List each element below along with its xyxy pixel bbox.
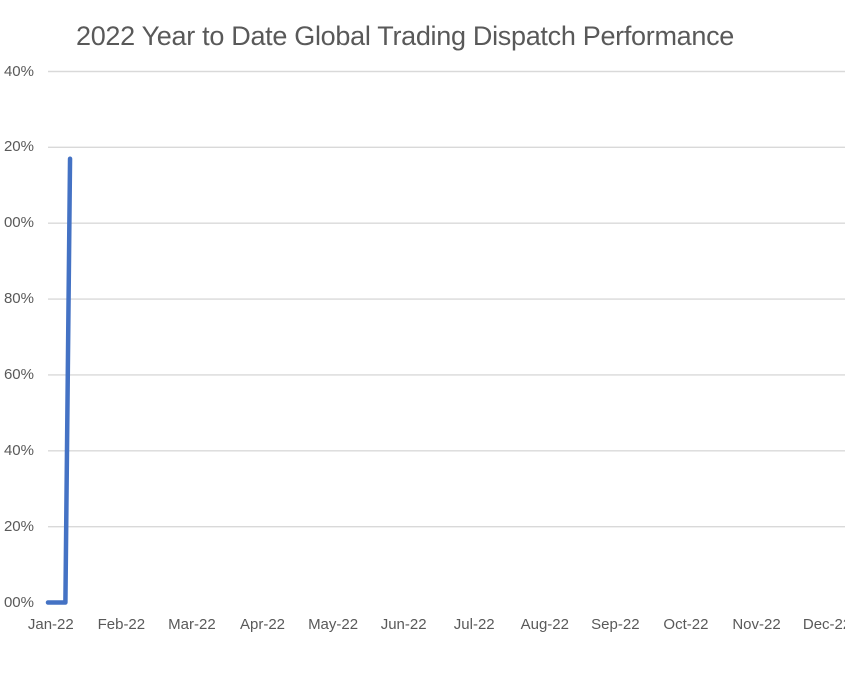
y-axis-tick-label: 60% [3,365,34,383]
y-axis-tick-label: 00% [3,214,34,232]
x-axis-tick-label: Sep-22 [591,616,640,633]
x-axis-tick-label: Oct-22 [663,616,709,633]
x-axis-tick-label: Feb-22 [97,616,146,633]
chart-title: 2022 Year to Date Global Trading Dispatc… [76,21,735,51]
x-axis-tick-label: May-22 [308,616,359,633]
y-axis-tick-label: 20% [3,517,34,535]
x-axis-tick-label: Mar-22 [168,616,216,633]
y-axis-tick-label: 40% [3,441,34,459]
x-axis-tick-label: Nov-22 [732,616,781,633]
x-axis-tick-label: Apr-22 [239,616,286,633]
x-axis-tick-label: Jul-22 [453,616,495,633]
x-axis-tick-label: Aug-22 [520,616,569,633]
x-axis-tick-label: Jun-22 [380,616,427,633]
x-axis-tick-label: Dec-22 [802,616,845,633]
series-line [45,156,73,605]
y-axis-tick-label: 80% [3,290,34,308]
y-axis-tick-label: 20% [3,138,34,156]
y-axis-tick-label: 00% [3,593,34,611]
y-axis-tick-label: 40% [3,62,34,80]
x-axis-tick-label: Jan-22 [27,616,74,633]
